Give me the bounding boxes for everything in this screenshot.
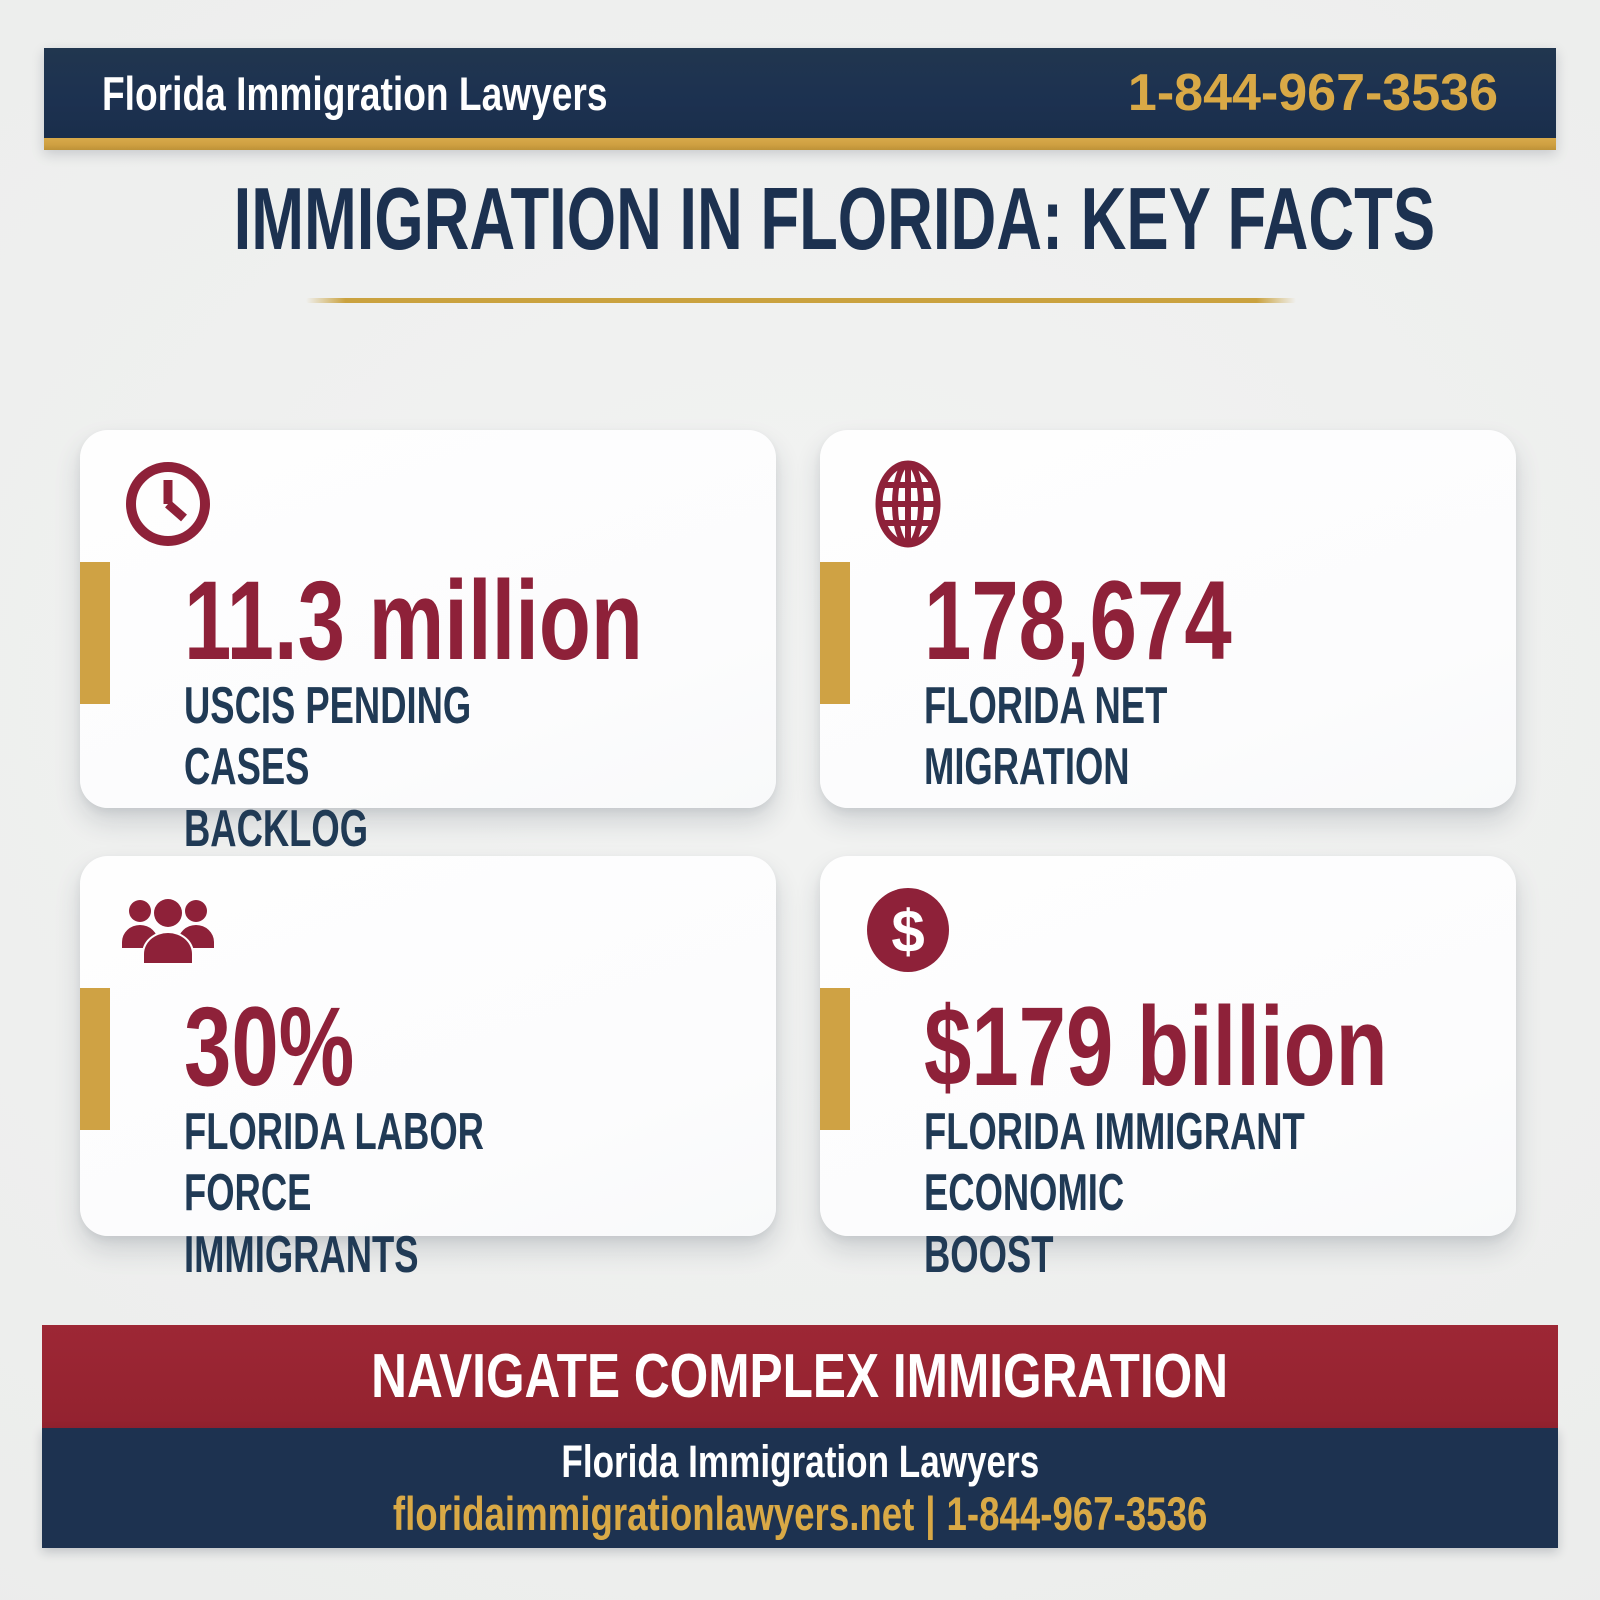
dollar-icon: $ [862, 884, 954, 976]
gold-accent-bar [820, 988, 850, 1130]
footer-contact: floridaimmigrationlawyers.net | 1-844-967-… [278, 1490, 1322, 1537]
cta-text: NAVIGATE COMPLEX IMMIGRATION [371, 1341, 1229, 1411]
stat-label: FLORIDA NET MIGRATION [924, 677, 1168, 797]
gold-accent-bar [820, 562, 850, 704]
gold-accent-bar [80, 988, 110, 1130]
stat-card-economic-boost: $ $179 billion FLORIDA IMMIGRANT ECONOMI… [820, 856, 1516, 1284]
footer: Florida Immigration Lawyers floridaimmig… [42, 1428, 1558, 1548]
page-title: IMMIGRATION IN FLORIDA: KEY FACTS [233, 169, 1436, 268]
gold-accent-bar [80, 562, 110, 704]
header-brand-text: Florida Immigration Lawyers [102, 66, 608, 120]
stat-card-net-migration: 178,674 FLORIDA NET MIGRATION [820, 430, 1516, 808]
title-divider [306, 298, 1296, 303]
header: Florida Immigration Lawyers 1-844-967-35… [44, 48, 1556, 150]
stat-value: $179 billion [924, 984, 1388, 1109]
header-brand: Florida Immigration Lawyers [102, 70, 742, 117]
clock-icon [122, 458, 214, 550]
cta-banner: NAVIGATE COMPLEX IMMIGRATION [42, 1325, 1558, 1428]
footer-website[interactable]: floridaimmigrationlawyers.net [392, 1487, 915, 1540]
header-gold-strip [44, 138, 1556, 150]
stat-value: 30% [184, 984, 355, 1109]
footer-brand: Florida Immigration Lawyers [561, 1436, 1039, 1487]
people-icon [118, 894, 218, 970]
stat-card-labor-force: 30% FLORIDA LABOR FORCE IMMIGRANTS [80, 856, 776, 1284]
stat-label: FLORIDA IMMIGRANT ECONOMIC BOOST [924, 1103, 1305, 1284]
footer-phone[interactable]: 1-844-967-3536 [946, 1487, 1208, 1540]
footer-separator: | [925, 1487, 936, 1540]
stat-label: USCIS PENDING CASES BACKLOG [184, 677, 472, 858]
stat-card-uscis-backlog: 11.3 million USCIS PENDING CASES BACKLOG [80, 430, 776, 858]
header-phone[interactable]: 1-844-967-3536 [1128, 67, 1498, 119]
stat-value: 178,674 [924, 558, 1232, 683]
stat-label: FLORIDA LABOR FORCE IMMIGRANTS [184, 1103, 484, 1284]
globe-icon [862, 458, 954, 550]
stat-value: 11.3 million [184, 558, 643, 683]
header-phone-text: 1-844-967-3536 [1127, 64, 1498, 122]
dollar-glyph: $ [891, 898, 924, 965]
header-bar: Florida Immigration Lawyers 1-844-967-35… [44, 48, 1556, 138]
